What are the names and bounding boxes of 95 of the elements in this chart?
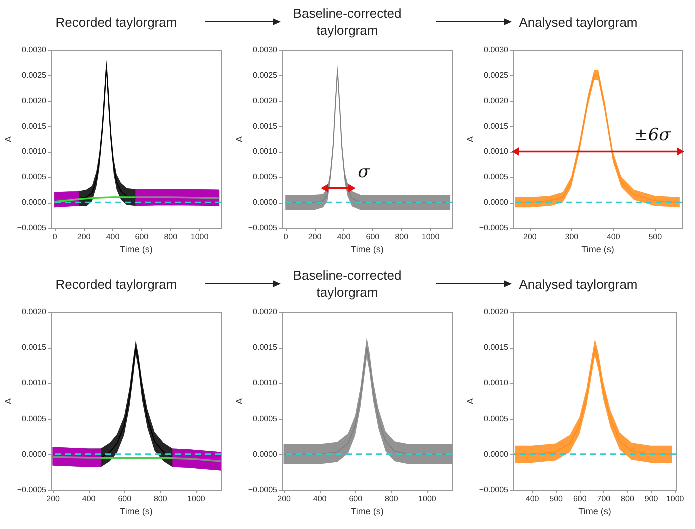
chart-title: Baseline-corrected taylorgram — [292, 267, 403, 301]
y-axis-title: A — [3, 136, 14, 143]
x-tick-label: 500 — [550, 494, 564, 504]
y-tick-label: 0.0030 — [22, 46, 48, 54]
y-tick-label: 0.0015 — [22, 122, 48, 131]
x-tick-label: 600 — [366, 232, 380, 242]
y-tick-label: 0.0005 — [253, 172, 278, 182]
x-tick-label: 400 — [313, 494, 328, 504]
x-tick-label: 600 — [118, 494, 132, 504]
x-tick-label: 700 — [597, 494, 612, 504]
x-tick-label: 200 — [308, 232, 322, 242]
x-tick-label: 200 — [46, 494, 61, 504]
y-tick-label: 0.0010 — [22, 378, 48, 388]
x-tick-label: 1000 — [422, 232, 440, 242]
chart-title: Recorded taylorgram — [56, 276, 178, 292]
x-tick-label: 900 — [644, 494, 659, 504]
y-tick-label: 0.0015 — [253, 122, 278, 131]
y-axis-title: A — [465, 398, 476, 405]
y-tick-label: 0.0005 — [22, 414, 48, 424]
y-tick-label: 0.0000 — [484, 198, 510, 208]
y-tick-label: 0.0000 — [253, 198, 278, 208]
x-axis-title: Time (s) — [120, 506, 153, 516]
y-tick-label: 0.0020 — [22, 308, 48, 316]
y-tick-label: 0.0000 — [22, 450, 48, 459]
x-tick-label: 0 — [284, 232, 289, 242]
y-axis-title: A — [234, 398, 244, 405]
y-tick-label: 0.0000 — [253, 450, 278, 459]
y-axis-title: A — [465, 136, 476, 143]
y-tick-label: 0.0015 — [22, 343, 48, 352]
y-axis-title: A — [234, 136, 244, 143]
y-tick-label: 0.0020 — [253, 308, 278, 316]
x-axis-title: Time (s) — [578, 506, 612, 516]
y-tick-label: 0.0025 — [22, 70, 48, 80]
annotation: σ — [358, 162, 370, 182]
x-tick-label: 600 — [573, 494, 588, 504]
x-tick-label: 1000 — [188, 494, 206, 504]
y-tick-label: 0.0030 — [484, 46, 510, 54]
y-tick-label: 0.0010 — [253, 378, 278, 388]
y-tick-label: 0.0020 — [484, 96, 510, 106]
y-tick-label: 0.0005 — [484, 414, 510, 424]
x-tick-label: 1000 — [190, 232, 210, 242]
chart-title: Analysed taylorgram — [519, 276, 638, 292]
y-tick-label: 0.0015 — [484, 122, 510, 131]
x-tick-label: 800 — [621, 494, 635, 504]
x-axis-title: Time (s) — [351, 244, 384, 254]
x-tick-label: 300 — [565, 232, 580, 242]
y-tick-label: 0.0025 — [484, 70, 510, 80]
annotation: ±6σ — [634, 126, 672, 146]
y-tick-label: 0.0005 — [484, 172, 510, 182]
x-tick-label: 800 — [154, 494, 168, 504]
x-tick-label: 800 — [384, 494, 399, 504]
x-tick-label: 400 — [82, 494, 96, 504]
x-tick-label: 600 — [135, 232, 150, 242]
x-tick-label: 800 — [395, 232, 410, 242]
y-tick-label: −0.0005 — [248, 224, 278, 232]
chart-title: Recorded taylorgram — [56, 14, 178, 30]
y-tick-label: 0.0020 — [484, 308, 510, 316]
x-tick-label: 200 — [524, 232, 538, 242]
x-tick-label: 400 — [606, 232, 621, 242]
x-tick-label: 400 — [106, 232, 120, 242]
y-tick-label: −0.0005 — [479, 224, 510, 232]
x-tick-label: 1000 — [418, 494, 437, 504]
chart-title: Baseline-corrected taylorgram — [292, 5, 403, 39]
y-tick-label: −0.0005 — [17, 224, 48, 232]
y-tick-label: −0.0005 — [17, 486, 48, 494]
y-tick-label: 0.0010 — [253, 147, 278, 156]
x-tick-label: 0 — [52, 232, 58, 242]
chart-title: Analysed taylorgram — [519, 14, 638, 30]
y-tick-label: 0.0005 — [253, 414, 278, 424]
y-tick-label: 0.0010 — [484, 378, 510, 388]
x-tick-label: 400 — [526, 494, 540, 504]
y-tick-label: 0.0020 — [22, 96, 48, 106]
y-tick-label: 0.0020 — [253, 96, 278, 106]
y-tick-label: 0.0025 — [253, 70, 278, 80]
x-tick-label: 200 — [77, 232, 92, 242]
x-tick-label: 400 — [337, 232, 352, 242]
x-axis-title: Time (s) — [351, 506, 384, 516]
y-axis-title: A — [3, 398, 14, 405]
x-tick-label: 600 — [349, 494, 364, 504]
x-tick-label: 200 — [278, 494, 292, 504]
y-tick-label: 0.0000 — [484, 450, 510, 459]
x-tick-label: 800 — [164, 232, 178, 242]
y-tick-label: 0.0015 — [253, 343, 278, 352]
y-tick-label: 0.0030 — [253, 46, 278, 54]
y-tick-label: −0.0005 — [479, 486, 510, 494]
x-tick-label: 1000 — [666, 494, 685, 504]
y-tick-label: 0.0005 — [22, 172, 48, 182]
x-tick-label: 500 — [648, 232, 663, 242]
x-axis-title: Time (s) — [582, 244, 614, 254]
y-tick-label: −0.0005 — [248, 486, 278, 494]
y-tick-label: 0.0010 — [22, 147, 48, 156]
y-tick-label: 0.0010 — [484, 147, 510, 156]
y-tick-label: 0.0000 — [22, 198, 48, 208]
y-tick-label: 0.0015 — [484, 343, 510, 352]
x-axis-title: Time (s) — [120, 244, 153, 254]
